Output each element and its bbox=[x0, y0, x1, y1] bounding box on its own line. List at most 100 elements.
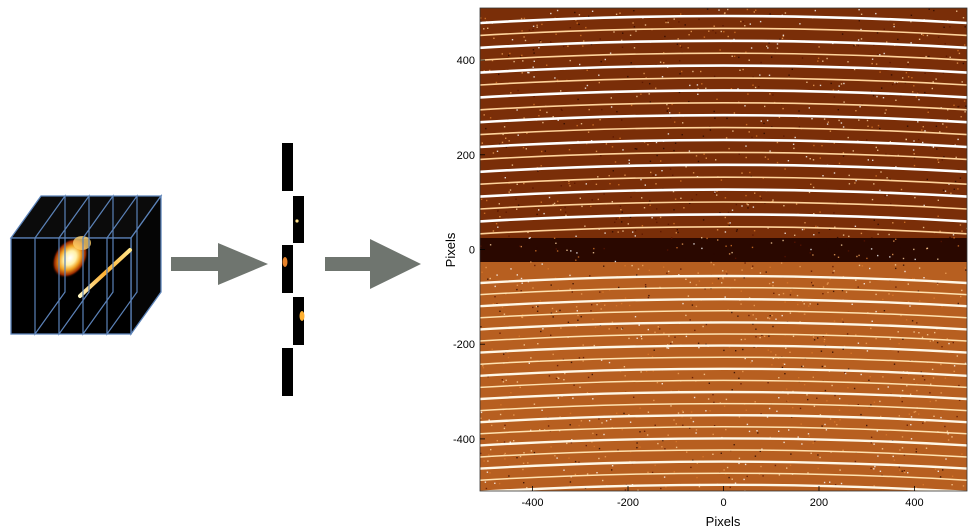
noise-speckle bbox=[695, 432, 697, 434]
noise-speckle bbox=[550, 312, 553, 314]
spectral-trace bbox=[480, 298, 967, 308]
noise-speckle bbox=[767, 47, 769, 49]
noise-speckle bbox=[636, 442, 638, 444]
noise-speckle bbox=[578, 14, 581, 16]
noise-speckle bbox=[910, 20, 912, 23]
noise-speckle bbox=[758, 86, 760, 88]
noise-speckle bbox=[759, 74, 761, 76]
noise-speckle bbox=[826, 283, 829, 285]
noise-speckle bbox=[595, 183, 598, 185]
noise-speckle bbox=[946, 119, 949, 121]
noise-speckle bbox=[556, 376, 559, 379]
noise-speckle bbox=[745, 123, 748, 126]
noise-speckle bbox=[591, 199, 593, 201]
noise-speckle bbox=[776, 161, 779, 164]
noise-speckle bbox=[778, 294, 780, 296]
noise-speckle bbox=[739, 69, 741, 71]
noise-speckle bbox=[876, 54, 879, 56]
noise-speckle bbox=[510, 268, 512, 270]
noise-speckle bbox=[918, 138, 920, 141]
noise-speckle bbox=[763, 132, 765, 135]
noise-speckle bbox=[870, 248, 873, 250]
spectral-trace bbox=[480, 64, 967, 74]
noise-speckle bbox=[771, 56, 773, 58]
noise-speckle bbox=[660, 487, 662, 490]
noise-speckle bbox=[530, 357, 532, 359]
noise-speckle bbox=[850, 352, 852, 354]
noise-speckle bbox=[541, 23, 543, 26]
noise-speckle bbox=[490, 448, 492, 451]
noise-speckle bbox=[931, 368, 934, 371]
noise-speckle bbox=[838, 162, 841, 165]
noise-speckle bbox=[503, 313, 506, 315]
noise-speckle bbox=[679, 73, 681, 75]
noise-speckle bbox=[678, 21, 680, 23]
noise-speckle bbox=[589, 275, 591, 277]
noise-speckle bbox=[513, 60, 515, 63]
noise-speckle bbox=[682, 302, 684, 305]
noise-speckle bbox=[889, 140, 891, 143]
noise-speckle bbox=[766, 119, 769, 122]
noise-speckle bbox=[639, 407, 641, 409]
noise-speckle bbox=[575, 306, 578, 308]
noise-speckle bbox=[852, 150, 854, 152]
noise-speckle bbox=[961, 230, 963, 232]
noise-speckle bbox=[676, 247, 678, 249]
noise-speckle bbox=[580, 34, 582, 37]
noise-speckle bbox=[805, 156, 808, 158]
noise-speckle bbox=[937, 199, 939, 201]
noise-speckle bbox=[836, 201, 839, 204]
noise-speckle bbox=[766, 416, 769, 418]
noise-speckle bbox=[789, 351, 791, 353]
noise-speckle bbox=[627, 223, 629, 225]
y-tick-label: -200 bbox=[453, 339, 475, 351]
noise-speckle bbox=[648, 203, 650, 205]
noise-speckle bbox=[643, 207, 646, 209]
noise-speckle bbox=[697, 93, 699, 95]
noise-speckle bbox=[881, 448, 884, 450]
noise-speckle bbox=[781, 314, 783, 317]
noise-speckle bbox=[510, 92, 512, 94]
noise-speckle bbox=[870, 467, 872, 470]
noise-speckle bbox=[831, 384, 833, 387]
noise-speckle bbox=[776, 141, 779, 144]
noise-speckle bbox=[585, 26, 587, 29]
noise-speckle bbox=[608, 328, 610, 330]
noise-speckle bbox=[556, 364, 559, 367]
noise-speckle bbox=[912, 149, 915, 151]
noise-speckle bbox=[879, 400, 881, 403]
noise-speckle bbox=[921, 33, 923, 35]
noise-speckle bbox=[858, 119, 860, 121]
y-axis-title: Pixels bbox=[443, 232, 458, 267]
noise-speckle bbox=[879, 71, 881, 73]
noise-speckle bbox=[848, 235, 850, 238]
noise-speckle bbox=[877, 149, 879, 151]
noise-speckle bbox=[898, 415, 900, 417]
noise-speckle bbox=[822, 60, 824, 62]
noise-speckle bbox=[638, 324, 640, 326]
noise-speckle bbox=[698, 18, 700, 21]
noise-speckle bbox=[845, 291, 848, 293]
noise-speckle bbox=[717, 239, 719, 241]
noise-speckle bbox=[945, 55, 948, 57]
noise-speckle bbox=[900, 188, 903, 191]
noise-speckle bbox=[505, 137, 507, 139]
noise-speckle bbox=[695, 284, 698, 286]
spectral-trace bbox=[480, 379, 967, 389]
noise-speckle bbox=[522, 146, 525, 149]
noise-speckle bbox=[508, 475, 510, 477]
noise-speckle bbox=[481, 142, 483, 144]
arrow-slicer-to-detector bbox=[325, 239, 421, 289]
noise-speckle bbox=[762, 475, 764, 477]
noise-speckle bbox=[674, 121, 676, 123]
spectral-trace bbox=[480, 402, 967, 412]
noise-speckle bbox=[755, 9, 757, 11]
noise-speckle bbox=[759, 20, 762, 23]
noise-speckle bbox=[621, 428, 623, 431]
noise-speckle bbox=[873, 485, 875, 487]
noise-speckle bbox=[838, 409, 841, 411]
noise-speckle bbox=[581, 205, 583, 208]
noise-speckle bbox=[488, 454, 490, 456]
noise-speckle bbox=[823, 481, 826, 484]
noise-speckle bbox=[958, 52, 961, 55]
